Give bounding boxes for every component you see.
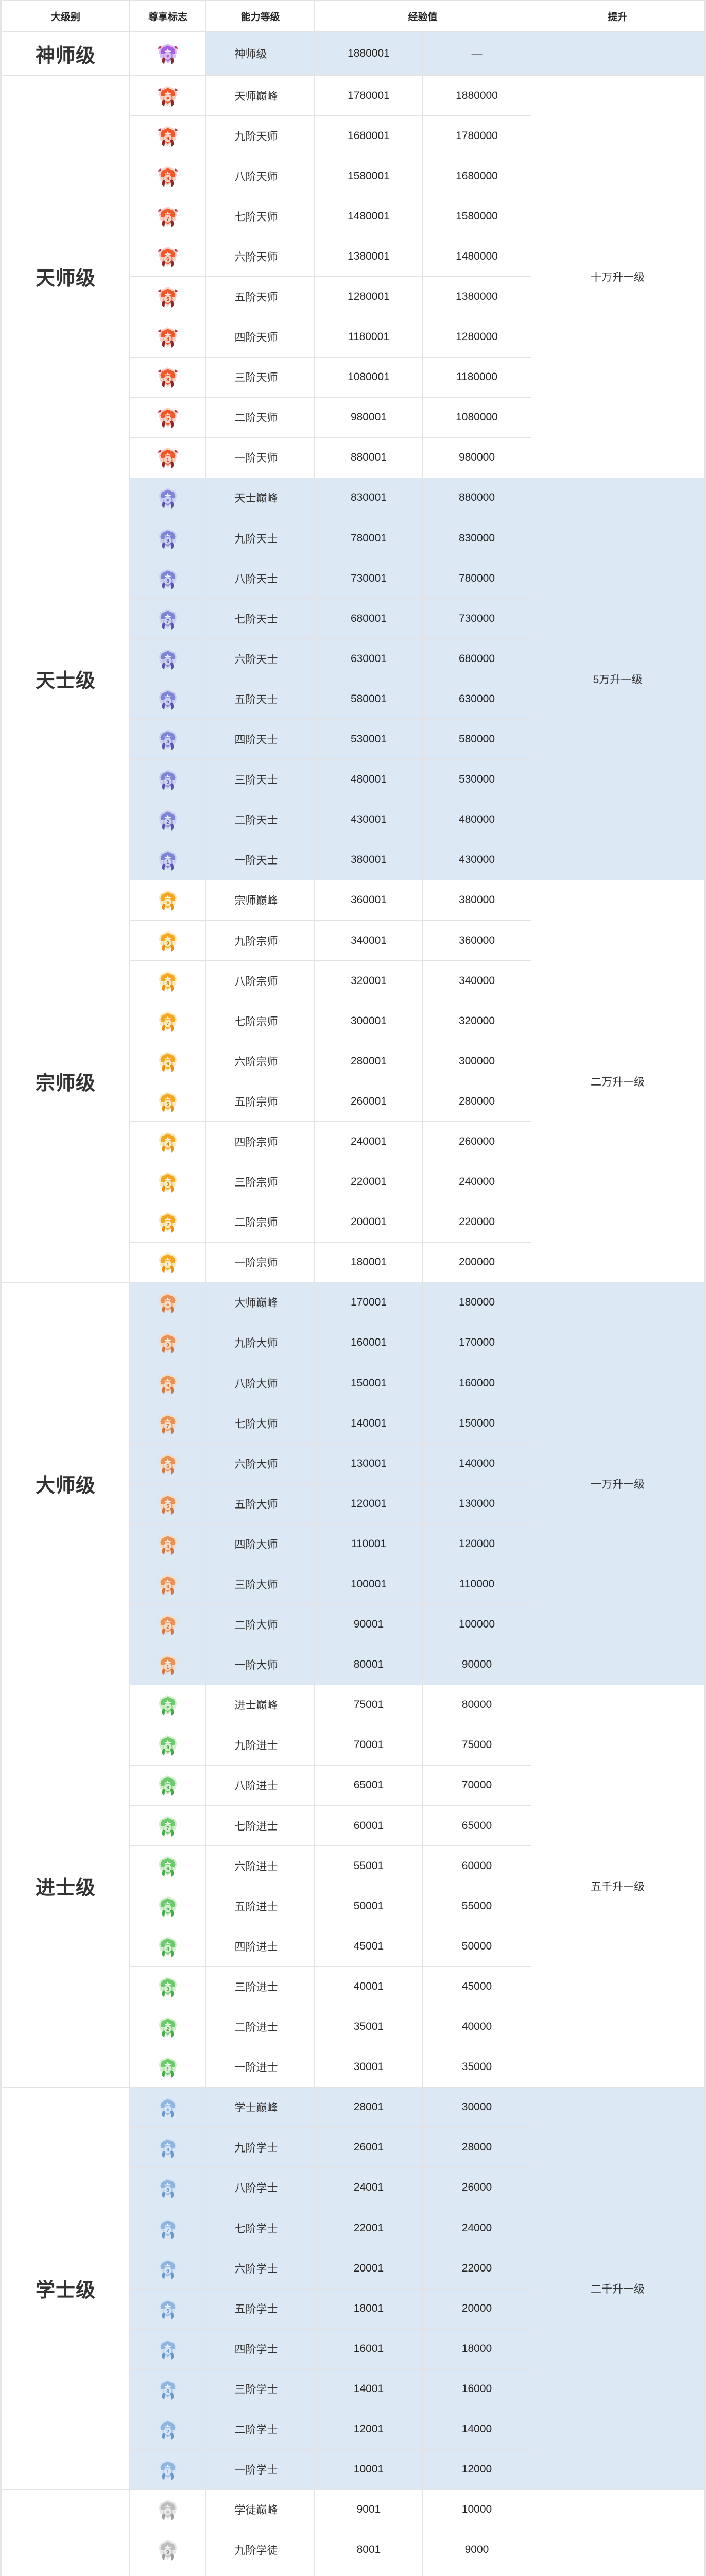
svg-text:1: 1 bbox=[166, 2469, 169, 2475]
svg-text:5: 5 bbox=[166, 1504, 169, 1510]
svg-text:2: 2 bbox=[166, 1624, 169, 1630]
svg-text:1: 1 bbox=[166, 1665, 169, 1670]
svg-text:3: 3 bbox=[166, 1987, 169, 1992]
svg-text:4: 4 bbox=[166, 2349, 169, 2354]
svg-text:3: 3 bbox=[166, 1584, 169, 1590]
svg-text:7: 7 bbox=[166, 216, 169, 222]
svg-text:7: 7 bbox=[166, 1021, 169, 1027]
svg-text:8: 8 bbox=[166, 1383, 169, 1389]
svg-text:4: 4 bbox=[166, 337, 169, 343]
svg-text:4: 4 bbox=[166, 1946, 169, 1952]
svg-text:6: 6 bbox=[166, 1866, 169, 1872]
svg-text:6: 6 bbox=[166, 2268, 169, 2274]
svg-text:3: 3 bbox=[166, 779, 169, 785]
svg-text:9: 9 bbox=[166, 941, 169, 946]
svg-text:5: 5 bbox=[166, 1906, 169, 1912]
svg-text:9: 9 bbox=[166, 2550, 169, 2555]
svg-text:2: 2 bbox=[166, 417, 169, 423]
svg-text:1: 1 bbox=[166, 1262, 169, 1268]
svg-text:8: 8 bbox=[166, 579, 169, 584]
svg-text:2: 2 bbox=[166, 1222, 169, 1228]
svg-text:9: 9 bbox=[166, 538, 169, 544]
svg-text:2: 2 bbox=[166, 820, 169, 825]
svg-text:5: 5 bbox=[166, 1101, 169, 1107]
svg-text:8: 8 bbox=[166, 981, 169, 987]
svg-text:8: 8 bbox=[166, 2188, 169, 2193]
svg-text:9: 9 bbox=[166, 2147, 169, 2153]
svg-text:7: 7 bbox=[166, 1826, 169, 1832]
svg-text:5: 5 bbox=[166, 297, 169, 302]
svg-text:8: 8 bbox=[166, 1785, 169, 1791]
svg-text:2: 2 bbox=[166, 2027, 169, 2032]
svg-text:3: 3 bbox=[166, 2389, 169, 2395]
svg-text:9: 9 bbox=[166, 1343, 169, 1348]
svg-text:1: 1 bbox=[166, 457, 169, 463]
svg-text:6: 6 bbox=[166, 1464, 169, 1469]
svg-text:3: 3 bbox=[166, 1182, 169, 1188]
svg-text:6: 6 bbox=[166, 1061, 169, 1067]
svg-text:9: 9 bbox=[166, 1745, 169, 1751]
svg-text:4: 4 bbox=[166, 1544, 169, 1550]
svg-text:5: 5 bbox=[166, 699, 169, 705]
svg-text:3: 3 bbox=[166, 377, 169, 383]
svg-text:9: 9 bbox=[166, 136, 169, 142]
svg-text:5: 5 bbox=[166, 2309, 169, 2314]
svg-text:6: 6 bbox=[166, 659, 169, 665]
svg-text:1: 1 bbox=[166, 860, 169, 866]
svg-text:8: 8 bbox=[166, 176, 169, 182]
svg-text:4: 4 bbox=[166, 739, 169, 745]
svg-text:2: 2 bbox=[166, 2429, 169, 2435]
svg-text:1: 1 bbox=[166, 2067, 169, 2073]
svg-text:6: 6 bbox=[166, 257, 169, 262]
svg-text:7: 7 bbox=[166, 2228, 169, 2234]
svg-text:4: 4 bbox=[166, 1142, 169, 1147]
svg-text:7: 7 bbox=[166, 1423, 169, 1429]
svg-text:7: 7 bbox=[166, 619, 169, 624]
